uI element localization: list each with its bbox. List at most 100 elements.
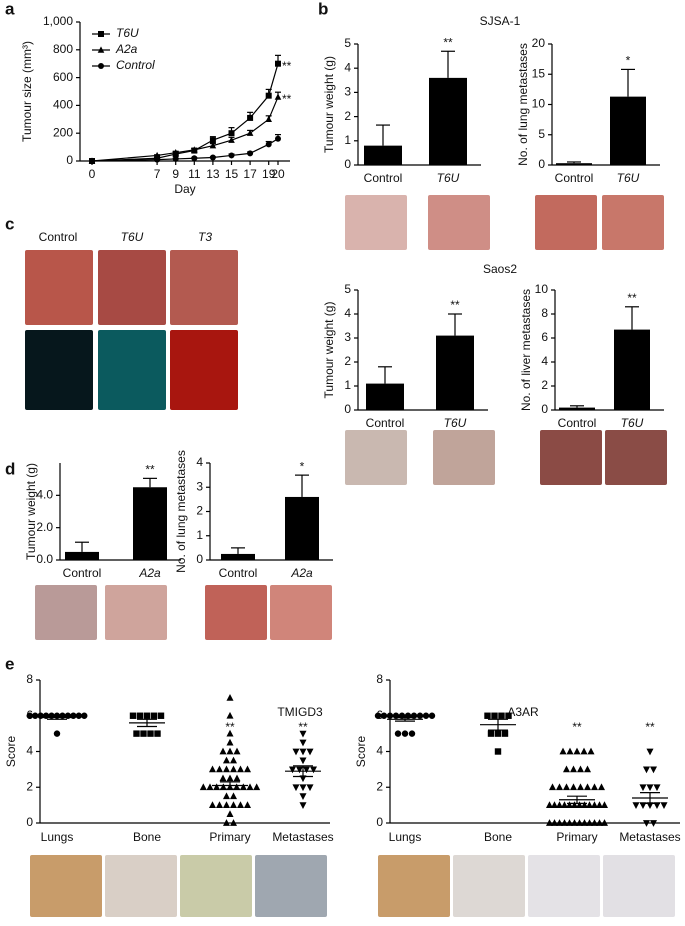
y-tick-label: 0 xyxy=(26,815,33,829)
marker xyxy=(150,712,158,719)
photo xyxy=(25,250,93,325)
marker xyxy=(642,766,651,774)
y-tick-label: 3 xyxy=(196,479,203,493)
significance: ** xyxy=(225,720,235,734)
marker xyxy=(587,747,595,755)
marker xyxy=(576,765,585,773)
marker xyxy=(649,820,658,827)
y-tick-label: 1,000 xyxy=(43,14,73,28)
photo xyxy=(30,855,102,917)
y-tick-label: 15 xyxy=(532,66,546,80)
marker xyxy=(565,819,574,826)
marker xyxy=(299,730,307,738)
marker xyxy=(309,766,318,774)
y-axis-label: Score xyxy=(354,736,368,768)
legend-marker xyxy=(98,31,104,37)
marker xyxy=(233,774,241,782)
significance: ** xyxy=(145,463,155,477)
marker xyxy=(208,801,217,809)
marker xyxy=(580,819,589,826)
x-tick-label: 9 xyxy=(172,167,179,181)
marker xyxy=(292,784,300,792)
marker xyxy=(247,150,254,157)
marker xyxy=(246,129,254,136)
marker xyxy=(576,783,585,791)
photo xyxy=(535,195,597,250)
marker xyxy=(215,765,224,773)
chart-title: SJSA-1 xyxy=(480,14,521,28)
marker xyxy=(416,712,424,719)
marker xyxy=(215,801,224,809)
marker xyxy=(583,783,592,791)
marker xyxy=(233,747,241,755)
marker xyxy=(226,711,234,719)
chart-title: A3AR xyxy=(507,705,539,719)
significance: ** xyxy=(627,291,637,305)
marker xyxy=(265,92,272,99)
marker xyxy=(288,766,297,774)
y-axis-label: Tumour weight (g) xyxy=(322,56,336,153)
marker xyxy=(394,730,402,737)
x-tick-label: 19 xyxy=(262,167,276,181)
y-tick-label: 1 xyxy=(196,528,203,542)
marker xyxy=(560,801,569,809)
x-tick-label: 13 xyxy=(206,167,220,181)
marker xyxy=(53,730,61,737)
marker xyxy=(505,712,512,719)
marker xyxy=(209,154,216,161)
x-tick-label: T6U xyxy=(621,416,644,430)
y-tick-label: 5 xyxy=(538,127,545,141)
x-tick-label: Control xyxy=(555,171,594,185)
y-tick-label: 6 xyxy=(541,330,548,344)
photo xyxy=(270,585,332,640)
marker xyxy=(560,819,569,826)
x-tick-label: Bone xyxy=(133,830,161,844)
marker xyxy=(550,801,559,809)
photo xyxy=(25,330,93,410)
panel-label: e xyxy=(5,654,14,673)
x-tick-label: Control xyxy=(366,416,405,430)
marker xyxy=(555,783,564,791)
marker xyxy=(580,801,589,809)
marker xyxy=(206,783,214,791)
marker xyxy=(213,783,221,791)
x-tick-label: Primary xyxy=(556,830,597,844)
marker xyxy=(222,756,231,764)
photo xyxy=(98,250,166,325)
marker xyxy=(491,712,498,719)
y-tick-label: 8 xyxy=(376,672,383,686)
y-tick-label: 0 xyxy=(538,157,545,171)
marker xyxy=(209,142,217,149)
y-tick-label: 2 xyxy=(26,779,33,793)
y-axis-label: Tumour size (mm³) xyxy=(20,41,34,142)
marker xyxy=(208,765,217,773)
x-tick-label: Metastases xyxy=(272,830,333,844)
y-tick-label: 20 xyxy=(532,36,546,50)
legend-marker xyxy=(98,63,104,69)
marker xyxy=(222,819,231,826)
marker xyxy=(243,765,252,773)
marker xyxy=(299,784,307,792)
y-tick-label: 800 xyxy=(53,42,73,56)
image-label: Control xyxy=(39,230,78,244)
panel-label: c xyxy=(5,214,14,233)
marker xyxy=(229,819,238,826)
marker xyxy=(569,783,578,791)
significance: ** xyxy=(645,720,655,734)
marker xyxy=(172,155,179,162)
marker xyxy=(302,766,311,774)
marker xyxy=(228,130,235,137)
y-tick-label: 4 xyxy=(344,306,351,320)
marker xyxy=(642,820,651,827)
x-tick-label: T6U xyxy=(444,416,467,430)
photo xyxy=(35,585,97,640)
x-tick-label: 17 xyxy=(243,167,257,181)
marker xyxy=(222,801,231,809)
x-tick-label: Metastases xyxy=(619,830,680,844)
x-tick-label: 20 xyxy=(271,167,285,181)
bar xyxy=(364,145,402,165)
x-tick-label: Control xyxy=(219,566,258,580)
marker xyxy=(89,158,95,164)
y-tick-label: 1 xyxy=(344,378,351,392)
y-tick-label: 0 xyxy=(376,815,383,829)
